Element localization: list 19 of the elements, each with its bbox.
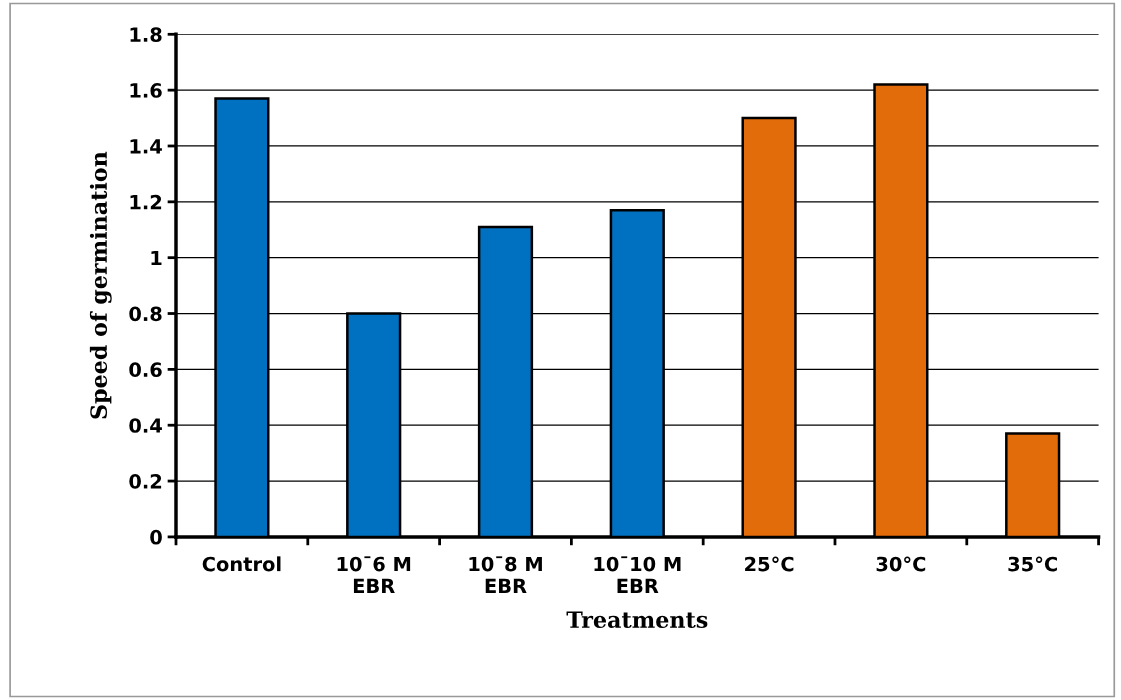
y-tick-label: 1.8 (130, 27, 162, 42)
x-tick-label: 10¯8 M EBR (469, 556, 542, 593)
y-tick-label: 1.6 (130, 83, 162, 98)
y-tick-label: 1 (151, 250, 162, 266)
x-axis-title: Treatments (566, 611, 708, 629)
x-tick-label: Control (202, 556, 281, 572)
y-tick-label: 0.8 (129, 306, 162, 322)
y-axis-title: Speed of germination (89, 151, 112, 419)
x-tick-label: 10¯10 M EBR (594, 556, 681, 593)
x-tick-label: 25°C (745, 556, 794, 572)
y-tick-label: 1.4 (130, 139, 162, 154)
y-tick-label: 0.6 (129, 362, 162, 378)
x-tick-label: 35°C (1008, 556, 1057, 572)
y-tick-label: 0.2 (129, 474, 162, 489)
y-tick-label: 0.4 (129, 418, 162, 433)
x-tick-label: 30°C (876, 556, 926, 572)
x-tick-label: 10¯6 M EBR (337, 556, 411, 593)
y-tick-label: 1.2 (130, 194, 162, 210)
y-tick-label: 0 (150, 529, 162, 545)
